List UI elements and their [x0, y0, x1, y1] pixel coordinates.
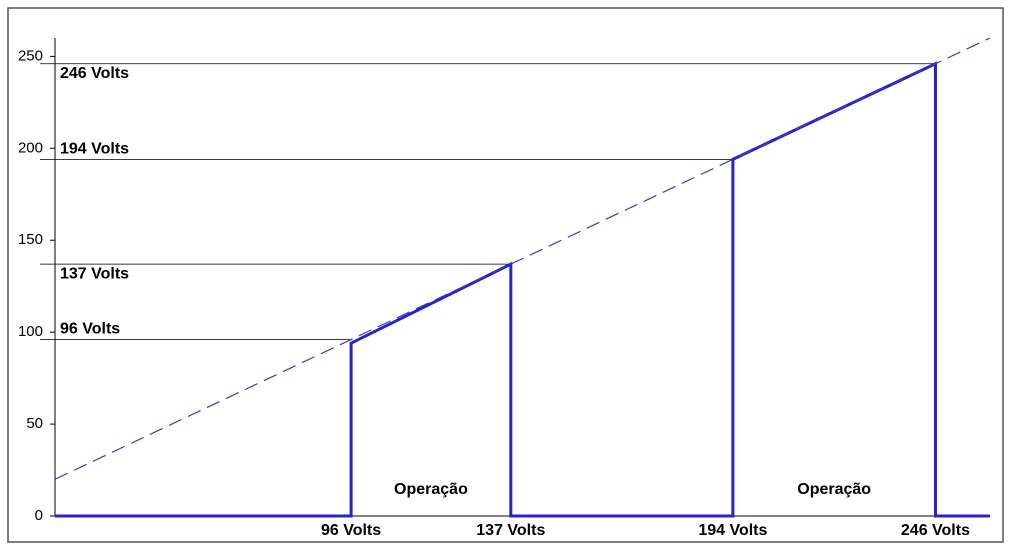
frame — [7, 7, 1004, 543]
reference-diagonal — [54, 37, 991, 480]
x-tick-label: 96 Volts — [321, 522, 381, 539]
output-line — [55, 61, 990, 518]
y-tick-label: 150 — [18, 231, 43, 248]
y-tick-label: 200 — [18, 139, 43, 156]
reference-label: 137 Volts — [60, 265, 129, 282]
reference-label: 194 Volts — [60, 141, 129, 158]
y-tick-label: 100 — [18, 323, 43, 340]
reference-label: 96 Volts — [60, 321, 120, 338]
y-tick-label: 50 — [26, 415, 43, 432]
annotation: Operação — [797, 481, 871, 498]
annotation: Operação — [394, 481, 468, 498]
x-tick-label: 246 Volts — [901, 522, 970, 539]
reference-label: 246 Volts — [60, 65, 129, 82]
y-tick-label: 0 — [35, 507, 43, 524]
x-tick-label: 194 Volts — [698, 522, 767, 539]
x-tick-label: 137 Volts — [476, 522, 545, 539]
y-tick-label: 250 — [18, 47, 43, 64]
